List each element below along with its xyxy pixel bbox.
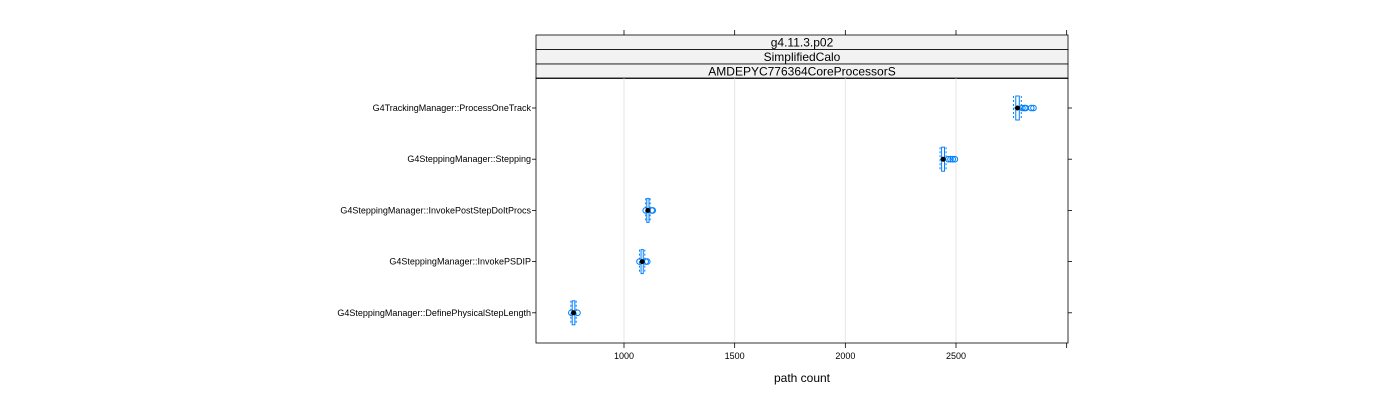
x-tick-label-0: 1000 [614,351,634,361]
x-tick-label-1: 1500 [725,351,745,361]
outlier-1-3 [951,155,959,163]
strip-label-0: g4.11.3.p02 [771,36,834,50]
strip-label-2: AMDEPYC776364CoreProcessorS [708,65,895,79]
median-dot-2 [645,207,651,213]
median-dot-3 [639,259,645,265]
strip-label-1: SimplifiedCalo [764,50,841,64]
x-tick-label-2: 2000 [835,351,855,361]
category-label-2: G4SteppingManager::InvokePostStepDoItPro… [340,205,531,215]
panel-border [535,77,1069,344]
x-tick-label-3: 2500 [946,351,966,361]
category-label-1: G4SteppingManager::Stepping [407,154,531,164]
outlier-1-1 [947,155,954,163]
strip-2 [535,63,1069,79]
outlier-0-4 [1030,104,1037,112]
category-label-0: G4TrackingManager::ProcessOneTrack [373,103,532,113]
category-label-4: G4SteppingManager::DefinePhysicalStepLen… [337,308,531,318]
median-dot-4 [571,310,577,316]
outlier-1-2 [949,155,956,163]
outlier-0-3 [1027,104,1035,112]
median-dot-1 [940,156,946,162]
median-dot-0 [1015,105,1021,111]
x-axis-title: path count [774,371,831,385]
category-label-3: G4SteppingManager::InvokePSDIP [389,257,531,267]
